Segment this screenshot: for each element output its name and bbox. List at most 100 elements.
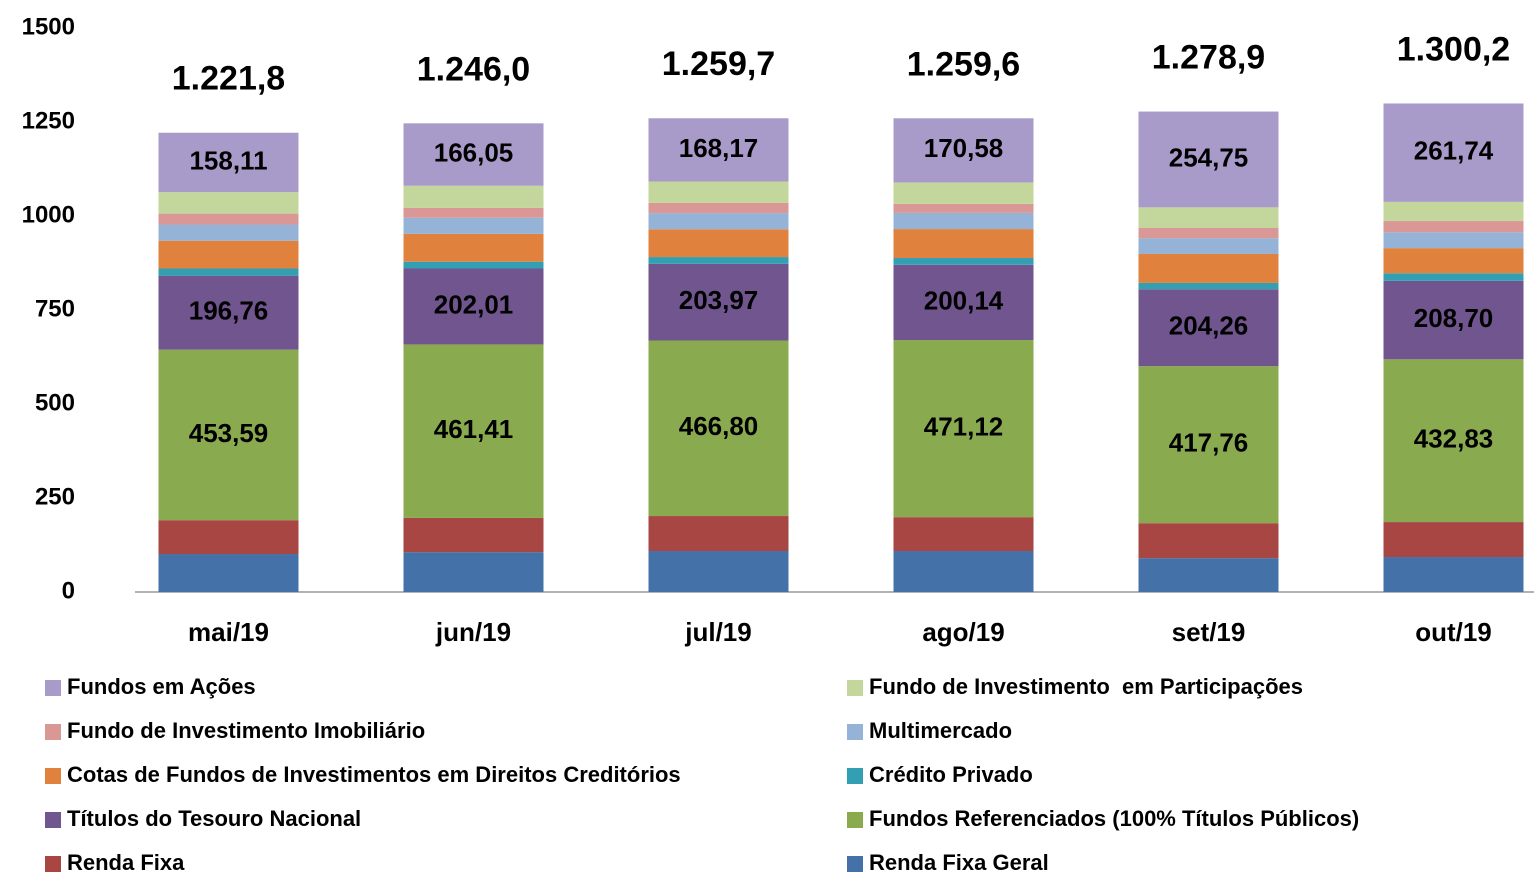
data-label: 471,12 (924, 411, 1004, 441)
y-tick-label: 1000 (22, 201, 75, 228)
bar-segment (1138, 111, 1279, 208)
bar-segment (1383, 557, 1524, 592)
bar-segment (403, 344, 544, 518)
bar-segment (648, 516, 789, 552)
data-label: 461,41 (434, 414, 514, 444)
bar-segment (1138, 523, 1279, 559)
bar-segment (158, 192, 299, 214)
bar-segment (403, 261, 544, 269)
bar-segment (158, 240, 299, 269)
legend-label: Cotas de Fundos de Investimentos em Dire… (67, 762, 681, 787)
legend-swatch (847, 680, 863, 696)
data-label: 204,26 (1169, 311, 1249, 341)
bar-segment (648, 257, 789, 264)
bar-segment (1138, 253, 1279, 283)
legend-label: Renda Fixa Geral (869, 850, 1049, 875)
bar-segment (893, 551, 1034, 592)
bar-segment (1383, 103, 1524, 202)
y-tick-label: 1500 (22, 13, 75, 40)
legend-swatch (847, 812, 863, 828)
y-tick-label: 1250 (22, 107, 75, 134)
bar-segment (1138, 282, 1279, 290)
bar-segment (1138, 289, 1279, 367)
data-label: 254,75 (1169, 142, 1249, 172)
bar-segment (158, 554, 299, 592)
bar-segment (1383, 221, 1524, 233)
bar-segment (648, 229, 789, 258)
bar-segment (1138, 207, 1279, 229)
x-tick-label: ago/19 (922, 617, 1004, 647)
data-label: 417,76 (1169, 428, 1249, 458)
bar-segment (158, 132, 299, 193)
legend-label: Multimercado (869, 718, 1012, 743)
total-label: 1.221,8 (172, 60, 285, 98)
legend-label: Fundo de Investimento Imobiliário (67, 718, 425, 743)
bar-segment (893, 264, 1034, 341)
data-label: 453,59 (189, 418, 269, 448)
bar-segment (648, 118, 789, 182)
bar-segment (1138, 366, 1279, 524)
bar-segment (1138, 228, 1279, 239)
y-tick-label: 250 (35, 483, 75, 510)
bar-segment (893, 340, 1034, 518)
bar-segment (403, 268, 544, 345)
data-label: 170,58 (924, 133, 1004, 163)
bar-segment (648, 213, 789, 230)
bar-segment (1138, 558, 1279, 592)
bar-segment (648, 551, 789, 592)
data-label: 168,17 (679, 133, 759, 163)
legend-label: Títulos do Tesouro Nacional (67, 806, 361, 831)
bar-segment (1383, 359, 1524, 523)
legend-label: Fundos Referenciados (100% Títulos Públi… (869, 806, 1359, 831)
total-label: 1.278,9 (1152, 39, 1265, 77)
y-tick-label: 500 (35, 389, 75, 416)
bar-segment (893, 212, 1034, 230)
bar-segment (648, 263, 789, 341)
bar-segment (1383, 232, 1524, 249)
bar-segment (403, 123, 544, 186)
y-tick-label: 750 (35, 295, 75, 322)
data-label: 208,70 (1414, 303, 1494, 333)
bar-segment (158, 349, 299, 521)
legend-swatch (45, 856, 61, 872)
bar-segment (893, 118, 1034, 183)
bar-segment (648, 202, 789, 214)
data-label: 196,76 (189, 296, 269, 326)
data-label: 261,74 (1414, 136, 1494, 166)
bar-segment (1138, 238, 1279, 254)
data-label: 158,11 (189, 145, 267, 175)
x-tick-label: mai/19 (188, 617, 269, 647)
legend-label: Crédito Privado (869, 762, 1033, 787)
bar-segment (1383, 522, 1524, 558)
legend-swatch (847, 724, 863, 740)
total-label: 1.300,2 (1397, 30, 1510, 68)
data-label: 202,01 (434, 289, 514, 319)
bar-segment (893, 517, 1034, 552)
bar-segment (1383, 248, 1524, 274)
bar-segment (893, 258, 1034, 265)
legend-swatch (45, 768, 61, 784)
legend-swatch (45, 812, 61, 828)
bar-segment (403, 207, 544, 218)
data-label: 203,97 (679, 285, 759, 315)
bar-segment (158, 275, 299, 350)
total-label: 1.259,7 (662, 45, 775, 83)
total-label: 1.259,6 (907, 45, 1020, 83)
bar-segment (158, 520, 299, 555)
bar-segment (648, 181, 789, 203)
data-label: 466,80 (679, 411, 759, 441)
bar-segment (158, 224, 299, 241)
legend-swatch (847, 768, 863, 784)
bar-segment (893, 203, 1034, 213)
bar-segment (1383, 273, 1524, 281)
bar-segment (403, 552, 544, 592)
bar-segment (158, 213, 299, 225)
bar-segment (403, 185, 544, 208)
bar-segment (403, 217, 544, 234)
legend-label: Renda Fixa (67, 850, 185, 875)
data-label: 432,83 (1414, 424, 1494, 454)
y-tick-label: 0 (62, 577, 75, 604)
bar-segment (893, 229, 1034, 259)
